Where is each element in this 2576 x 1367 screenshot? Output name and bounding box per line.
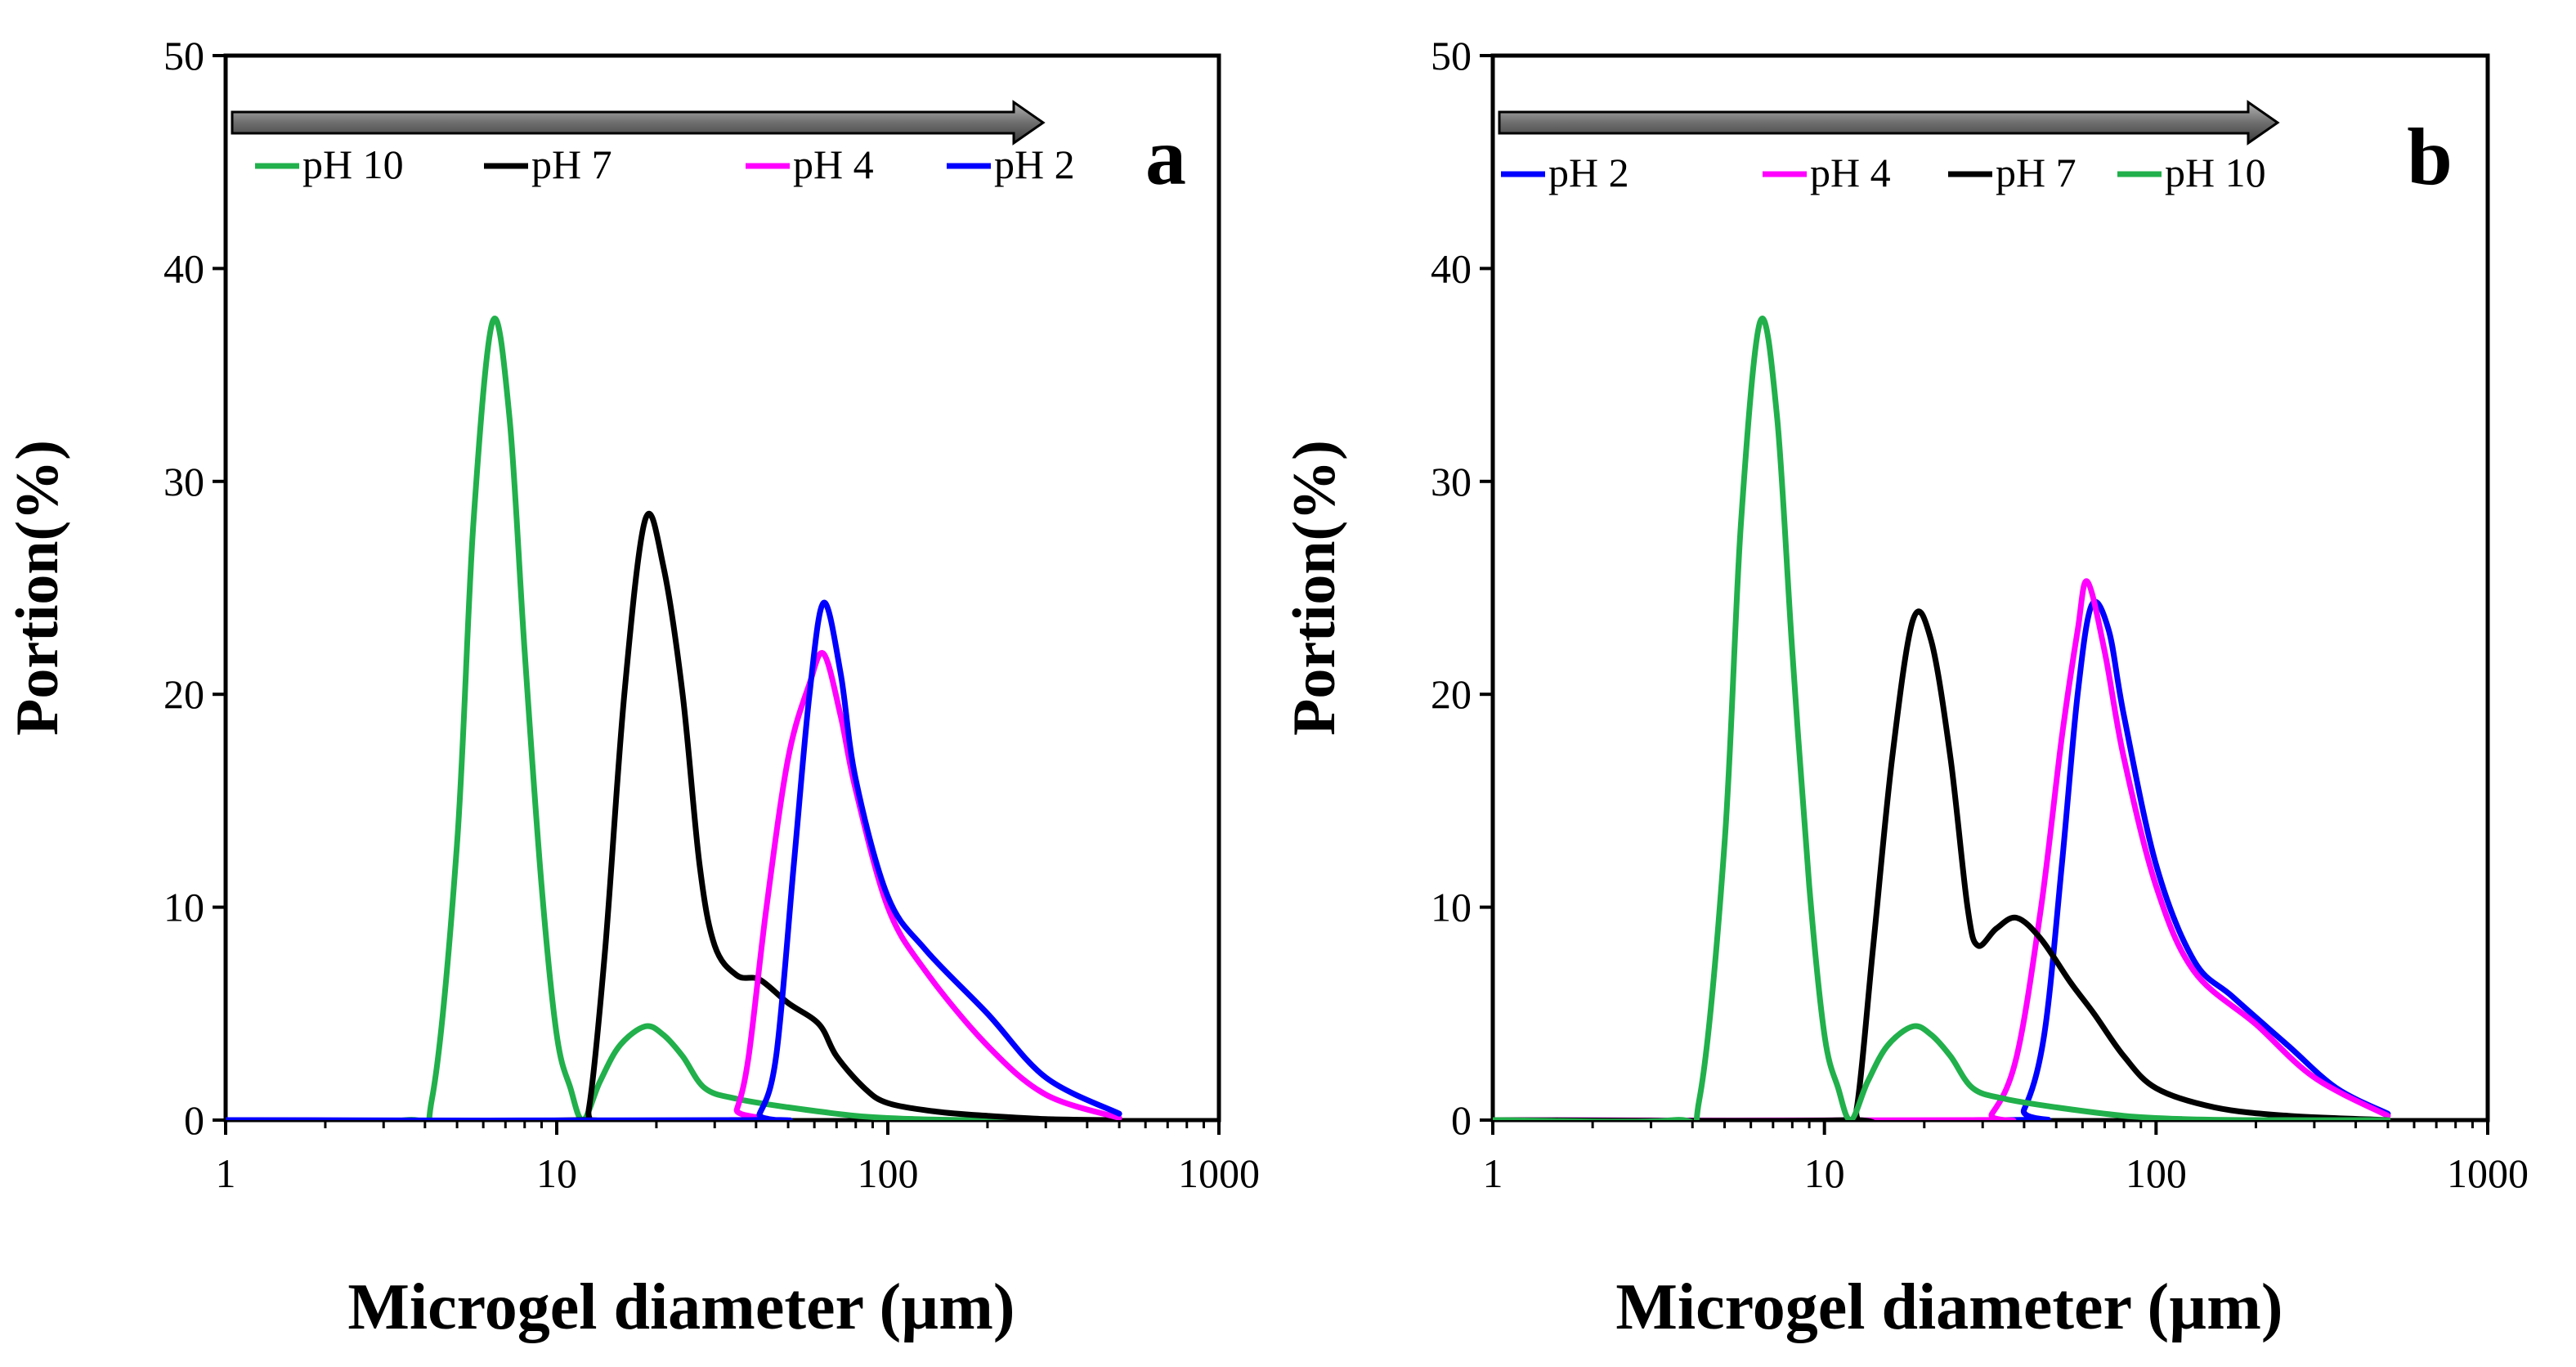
- y-tick-label: 0: [184, 1097, 204, 1143]
- y-tick-label: 20: [164, 671, 204, 717]
- y-tick-label: 10: [164, 885, 204, 930]
- legend-label-ph-4: pH 4: [1810, 150, 1891, 195]
- x-tick-label: 100: [2126, 1150, 2187, 1196]
- series-line-ph-7: [226, 510, 1122, 1120]
- legend-label-ph-7: pH 7: [531, 141, 612, 187]
- y-tick-label: 0: [1451, 1097, 1472, 1143]
- legend-label-ph-10: pH 10: [302, 141, 404, 187]
- series-group: [1493, 316, 2391, 1120]
- x-tick-label: 1000: [1178, 1150, 1260, 1196]
- x-tick-label: 1: [216, 1150, 236, 1196]
- y-axis-title: Portion(%): [1281, 440, 1348, 736]
- x-tick-label: 10: [1804, 1150, 1845, 1196]
- y-tick-label: 30: [164, 459, 204, 504]
- x-tick-label: 1000: [2447, 1150, 2529, 1196]
- x-axis-title: Microgel diameter (µm): [347, 1271, 1015, 1343]
- panel-letter: a: [1145, 111, 1186, 202]
- x-tick-label: 100: [858, 1150, 919, 1196]
- x-tick-label: 1: [1483, 1150, 1503, 1196]
- direction-arrow: [231, 100, 1046, 146]
- series-line-ph-10: [1493, 316, 2391, 1120]
- chart-panel-b: 0 10 20 30 40 50 1 10 100 1000 Portion(%) Microgel …: [1281, 33, 2529, 1343]
- y-tick-label: 20: [1431, 671, 1472, 717]
- legend-label-ph-4: pH 4: [793, 141, 874, 187]
- x-tick-label: 10: [536, 1150, 577, 1196]
- legend-label-ph-10: pH 10: [2165, 150, 2266, 195]
- chart-panel-a: 0 10 20 30 40 50 1 10 100 1000 Portion(%) Microgel …: [4, 33, 1260, 1343]
- series-line-ph-4: [226, 650, 1122, 1120]
- plot-area-frame: [1490, 53, 2490, 1123]
- legend-label-ph-2: pH 2: [1548, 150, 1629, 195]
- series-group: [226, 316, 1122, 1120]
- y-axis-title: Portion(%): [4, 440, 71, 736]
- y-tick-label: 40: [164, 245, 204, 291]
- legend-label-ph-2: pH 2: [994, 141, 1075, 187]
- y-tick-label: 40: [1431, 245, 1472, 291]
- panel-letter: b: [2407, 111, 2453, 202]
- y-tick-label: 30: [1431, 459, 1472, 504]
- series-line-ph-2: [226, 599, 1122, 1120]
- y-tick-label: 10: [1431, 885, 1472, 930]
- series-line-ph-10: [226, 316, 1122, 1120]
- y-tick-label: 50: [164, 33, 204, 78]
- series-line-ph-4: [1493, 578, 2391, 1120]
- direction-arrow: [1498, 100, 2280, 146]
- y-tick-label: 50: [1431, 33, 1472, 78]
- x-axis-title: Microgel diameter (µm): [1615, 1271, 2283, 1343]
- series-line-ph-2: [1493, 598, 2391, 1120]
- legend-label-ph-7: pH 7: [1996, 150, 2076, 195]
